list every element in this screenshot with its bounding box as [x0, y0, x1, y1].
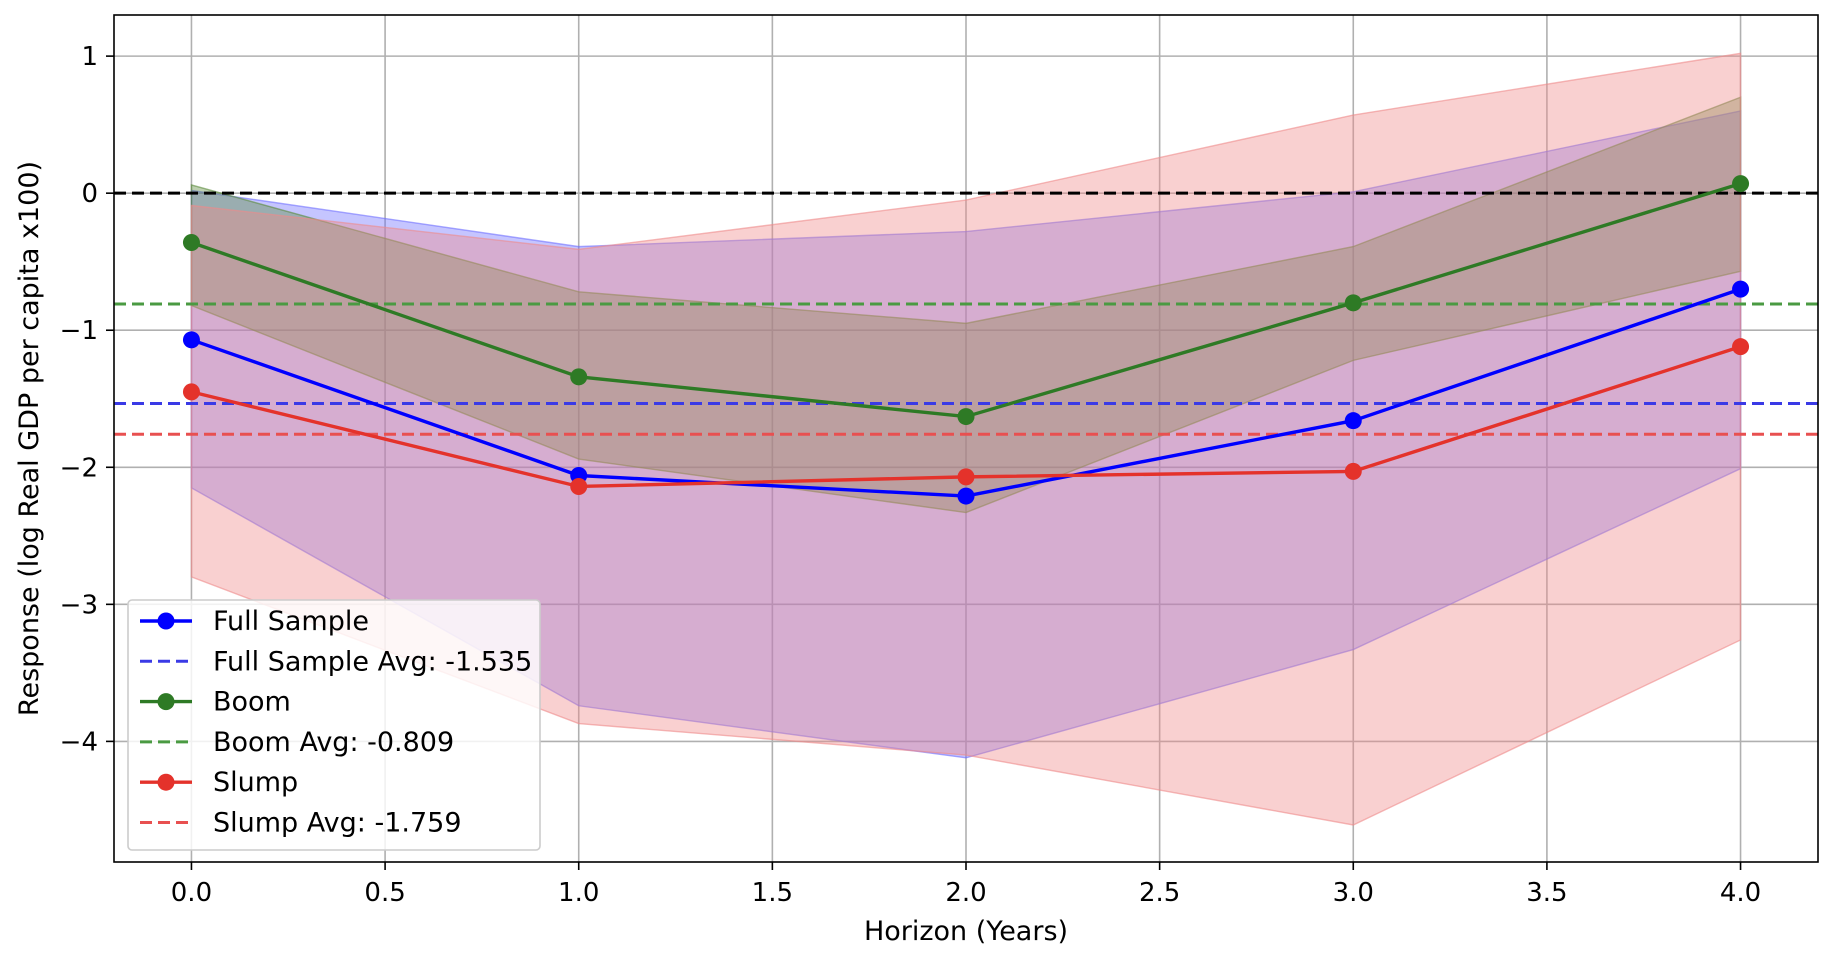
data-point-full-sample	[957, 487, 975, 505]
data-point-slump	[1344, 462, 1362, 480]
y-axis-label: Response (log Real GDP per capita x100)	[14, 161, 45, 716]
x-tick-label: 0.0	[171, 878, 212, 908]
x-tick-label: 0.5	[364, 878, 405, 908]
legend-label: Boom Avg: -0.809	[213, 727, 454, 758]
legend-label: Slump	[213, 767, 298, 798]
x-tick-label: 3.5	[1526, 878, 1567, 908]
x-tick-label: 3.0	[1333, 878, 1374, 908]
y-tick-label: 0	[81, 179, 98, 209]
x-axis-label: Horizon (Years)	[864, 916, 1068, 947]
reference-lines	[114, 191, 1818, 436]
data-point-full-sample	[1344, 412, 1362, 430]
data-point-boom	[570, 368, 588, 386]
legend-label: Boom	[213, 687, 291, 718]
data-point-slump	[570, 477, 588, 495]
series-lines	[182, 175, 1750, 505]
legend-label: Full Sample	[213, 606, 369, 637]
y-tick-label: 1	[81, 42, 98, 72]
grid	[114, 15, 1818, 862]
data-point-boom	[182, 234, 200, 252]
x-tick-label: 4.0	[1720, 878, 1761, 908]
axis-ticks: 0.0 0.5 1.0 1.5 2.0 2.5 3.0 3.5 4.0 1 0 −1 −2 −3 −4	[60, 42, 1762, 908]
data-point-full-sample	[182, 331, 200, 349]
legend-marker	[157, 693, 175, 711]
x-tick-label: 1.0	[558, 878, 599, 908]
data-point-slump	[1732, 338, 1750, 356]
legend: Full Sample Full Sample Avg: -1.535 Boom Bo…	[127, 599, 541, 851]
legend-label: Slump Avg: -1.759	[213, 808, 462, 839]
data-point-boom	[1344, 294, 1362, 312]
legend-marker	[157, 612, 175, 630]
y-tick-label: −1	[60, 316, 98, 346]
data-point-full-sample	[1732, 280, 1750, 298]
y-tick-label: −4	[60, 727, 98, 757]
data-point-slump	[182, 383, 200, 401]
legend-label: Full Sample Avg: -1.535	[213, 646, 532, 677]
y-tick-label: −2	[60, 453, 98, 483]
data-point-boom	[1732, 175, 1750, 193]
legend-box	[127, 599, 541, 851]
x-tick-label: 2.5	[1139, 878, 1180, 908]
data-point-slump	[957, 468, 975, 486]
x-tick-label: 1.5	[752, 878, 793, 908]
legend-marker	[157, 773, 175, 791]
y-tick-label: −3	[60, 590, 98, 620]
x-tick-label: 2.0	[945, 878, 986, 908]
data-point-boom	[957, 408, 975, 426]
